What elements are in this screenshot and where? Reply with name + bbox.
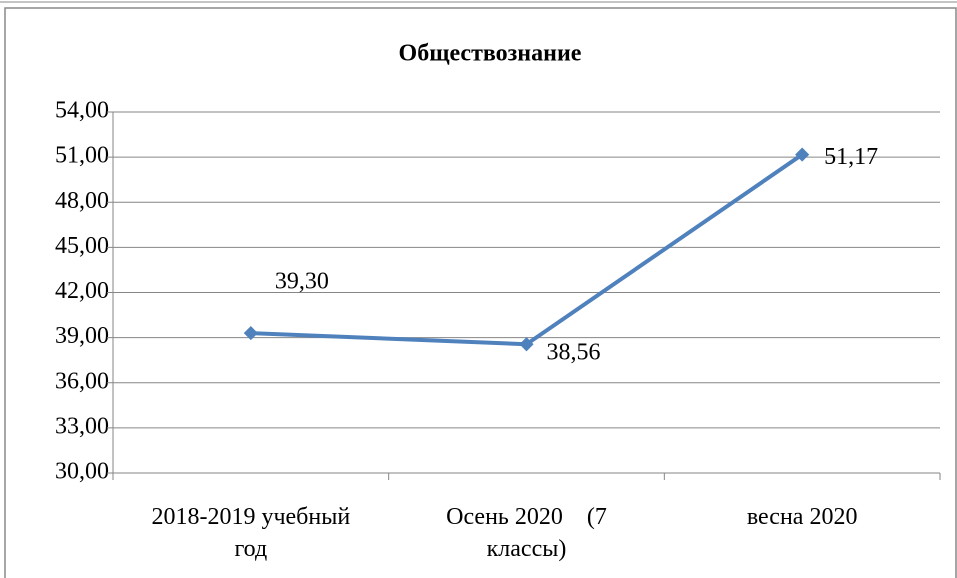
chart-title: Обществознание <box>399 41 582 67</box>
x-tick-label: Осень 2020 (7 классы) <box>446 504 613 562</box>
y-tick-label: 30,00 <box>55 459 109 485</box>
y-tick-label: 33,00 <box>55 413 109 439</box>
data-label: 38,56 <box>547 340 601 366</box>
y-tick-label: 36,00 <box>55 368 109 394</box>
data-label: 51,17 <box>824 144 878 170</box>
y-tick-label: 39,00 <box>55 323 109 349</box>
chart-frame <box>4 7 957 578</box>
data-point <box>243 326 258 341</box>
y-tick-label: 51,00 <box>55 143 109 169</box>
y-tick-label: 48,00 <box>55 188 109 214</box>
x-tick-label: весна 2020 <box>746 504 858 530</box>
x-tick-label: 2018-2019 учебный год <box>151 504 357 562</box>
y-tick-label: 45,00 <box>55 233 109 259</box>
data-point <box>795 147 810 162</box>
data-point <box>519 337 534 352</box>
y-tick-label: 42,00 <box>55 278 109 304</box>
data-line <box>250 152 804 347</box>
data-label: 39,30 <box>275 269 329 295</box>
y-tick-label: 54,00 <box>55 98 109 124</box>
